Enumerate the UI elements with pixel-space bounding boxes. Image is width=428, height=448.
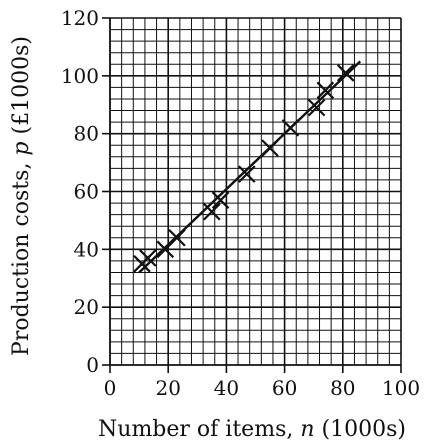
x-tick-label: 40: [214, 376, 239, 400]
cross-stroke: [203, 202, 221, 221]
y-axis-title: Production costs, p (£1000s): [9, 36, 34, 356]
data-point-cross: [139, 249, 157, 267]
y-tick-label: 60: [74, 180, 99, 204]
x-axis-title: Number of items, n (1000s): [98, 417, 406, 442]
cross-stroke: [281, 119, 300, 137]
y-tick-label: 40: [74, 237, 99, 261]
y-tick-label: 80: [74, 122, 99, 146]
x-tick-label: 100: [382, 376, 420, 400]
cross-stroke: [316, 81, 335, 100]
grid: [109, 17, 402, 366]
y-tick-label: 100: [61, 64, 99, 88]
x-tick-label: 80: [330, 376, 355, 400]
axes: [102, 17, 402, 373]
x-tick-label: 60: [272, 376, 297, 400]
y-tick-labels: 0 20 40 60 80 100 120: [61, 6, 99, 377]
data-point-cross: [307, 98, 326, 117]
data-point-cross: [203, 202, 221, 221]
y-tick-label: 20: [74, 295, 99, 319]
data-point-cross: [237, 165, 256, 183]
cross-stroke: [168, 228, 186, 247]
data-point-cross: [336, 64, 355, 82]
x-tick-label: 20: [155, 376, 180, 400]
data-point-cross: [281, 119, 300, 137]
cross-stroke: [237, 165, 256, 183]
data-point-cross: [261, 139, 279, 157]
data-point-cross: [316, 81, 335, 100]
cross-stroke: [139, 249, 157, 267]
cross-stroke: [211, 191, 230, 209]
data-point-cross: [211, 191, 230, 209]
data-points: [133, 64, 355, 273]
x-tick-label: 0: [104, 376, 117, 400]
x-tick-labels: 0 20 40 60 80 100: [104, 376, 420, 400]
data-point-cross: [168, 228, 186, 247]
cross-stroke: [336, 64, 355, 82]
cross-stroke: [307, 98, 326, 117]
y-tick-label: 120: [61, 6, 99, 30]
cross-stroke: [261, 139, 279, 157]
y-tick-label: 0: [86, 353, 99, 377]
